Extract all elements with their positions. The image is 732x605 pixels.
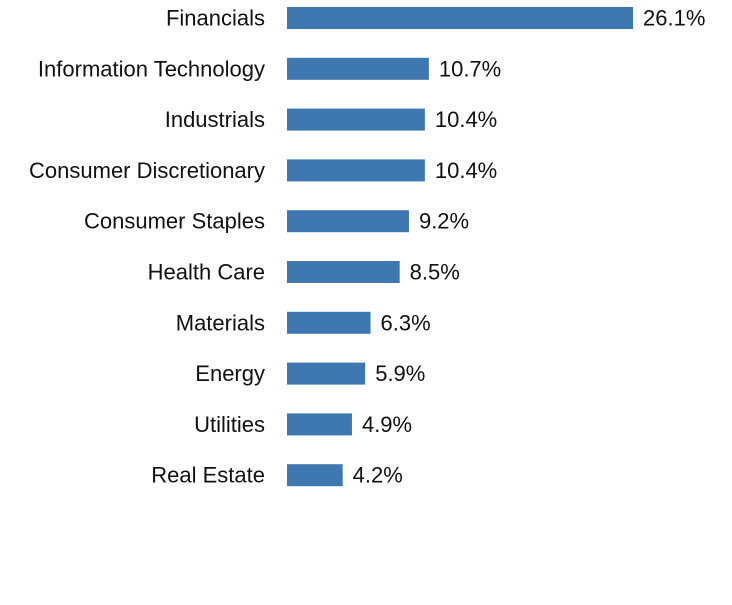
value-label: 9.2% bbox=[419, 209, 469, 234]
category-label: Industrials bbox=[165, 107, 265, 132]
bar bbox=[287, 108, 425, 131]
bar-row: Materials 6.3% bbox=[176, 310, 431, 335]
category-label: Energy bbox=[195, 361, 265, 386]
bar bbox=[287, 464, 343, 487]
bar-row: Consumer Staples 9.2% bbox=[84, 209, 469, 234]
category-label: Consumer Discretionary bbox=[29, 158, 265, 183]
bar-row: Industrials 10.4% bbox=[165, 107, 498, 132]
bar bbox=[287, 159, 425, 182]
bar bbox=[287, 261, 400, 283]
bar bbox=[287, 413, 352, 436]
value-label: 10.7% bbox=[439, 56, 501, 81]
category-label: Real Estate bbox=[151, 463, 265, 488]
bar-row: Utilities 4.9% bbox=[194, 412, 412, 437]
category-label: Consumer Staples bbox=[84, 209, 265, 234]
bar-row: Consumer Discretionary 10.4% bbox=[29, 158, 497, 183]
bar-row: Information Technology 10.7% bbox=[38, 56, 501, 81]
category-label: Utilities bbox=[194, 412, 265, 437]
value-label: 5.9% bbox=[375, 361, 425, 386]
category-label: Information Technology bbox=[38, 56, 265, 81]
value-label: 26.1% bbox=[643, 6, 705, 31]
category-label: Materials bbox=[176, 310, 265, 335]
bar-row: Real Estate 4.2% bbox=[151, 463, 403, 488]
value-label: 8.5% bbox=[410, 260, 460, 285]
category-label: Health Care bbox=[148, 260, 265, 285]
value-label: 4.9% bbox=[362, 412, 412, 437]
bar bbox=[287, 210, 409, 233]
value-label: 10.4% bbox=[435, 158, 497, 183]
value-label: 6.3% bbox=[381, 310, 431, 335]
value-label: 4.2% bbox=[353, 463, 403, 488]
bar-row: Health Care 8.5% bbox=[148, 260, 460, 285]
value-label: 10.4% bbox=[435, 107, 497, 132]
bar bbox=[287, 311, 371, 334]
bar bbox=[287, 7, 633, 29]
bar-row: Financials 26.1% bbox=[166, 6, 705, 31]
category-label: Financials bbox=[166, 6, 265, 31]
bar bbox=[287, 57, 429, 80]
bar-row: Energy 5.9% bbox=[195, 361, 425, 386]
bar bbox=[287, 362, 366, 385]
